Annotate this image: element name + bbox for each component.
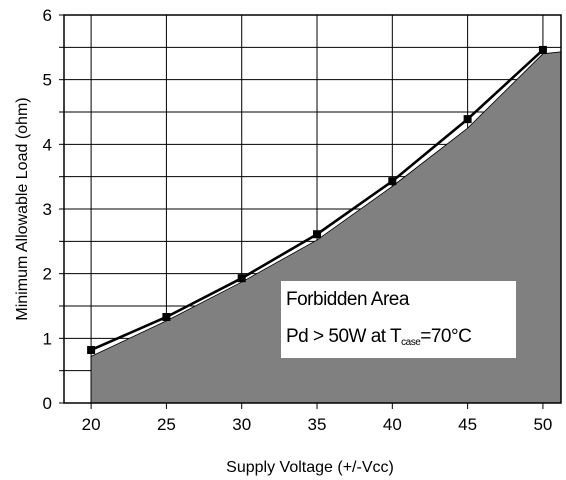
annotation-line2-subscript: case	[401, 337, 421, 348]
x-axis-ticks: 20 25 30 35 40 45 50	[82, 403, 552, 434]
data-point	[463, 115, 472, 124]
x-tick-label: 20	[82, 415, 101, 434]
annotation-line2-temp: =70°C	[420, 326, 471, 347]
x-tick-label: 45	[458, 415, 477, 434]
data-point	[162, 312, 171, 321]
data-point	[237, 274, 246, 283]
annotation-line2: Pd > 50W at Tcase=70°C	[286, 326, 471, 348]
x-axis-title: Supply Voltage (+/-Vcc)	[226, 459, 394, 476]
series-markers	[87, 45, 547, 354]
y-tick-label: 6	[43, 6, 52, 25]
y-axis-ticks: 0 1 2 3 4 5 6	[43, 6, 64, 413]
y-tick-label: 3	[43, 200, 52, 219]
y-tick-label: 0	[43, 394, 52, 413]
annotation-line2-main: Pd > 50W at T	[286, 326, 402, 347]
data-point	[538, 45, 547, 54]
x-tick-label: 50	[533, 415, 552, 434]
annotation-line1: Forbidden Area	[286, 289, 410, 310]
y-tick-label: 2	[43, 265, 52, 284]
y-tick-label: 4	[43, 135, 52, 154]
x-tick-label: 35	[308, 415, 327, 434]
y-tick-label: 1	[43, 329, 52, 348]
x-tick-label: 30	[232, 415, 251, 434]
y-axis-title: Minimum Allowable Load (ohm)	[14, 97, 31, 320]
x-tick-label: 40	[383, 415, 402, 434]
x-tick-label: 25	[157, 415, 176, 434]
y-tick-label: 5	[43, 71, 52, 90]
data-point	[313, 230, 322, 239]
annotation-box: Forbidden Area Pd > 50W at Tcase=70°C	[281, 281, 516, 358]
data-point	[87, 345, 96, 354]
data-point	[388, 177, 397, 186]
